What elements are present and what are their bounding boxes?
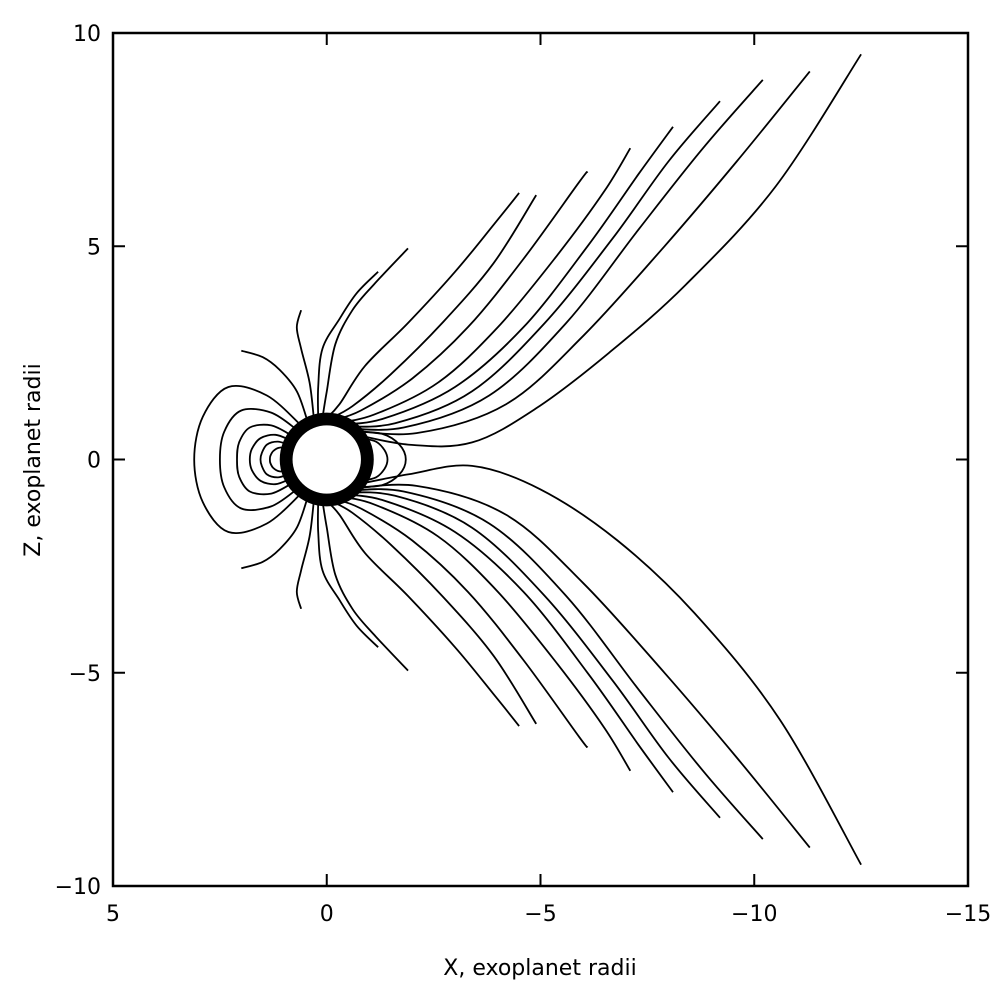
y-tick-label: −5 [69, 662, 101, 687]
field-line [337, 491, 721, 819]
field-line [321, 501, 409, 672]
field-line [330, 171, 589, 422]
field-line [339, 488, 764, 840]
field-line [335, 493, 674, 793]
tick-labels: 5 0 −5 −10 −15 −10 −5 0 5 10 [55, 22, 992, 927]
field-line [316, 500, 379, 648]
y-tick-label: 0 [87, 449, 101, 474]
y-tick-label: −10 [55, 875, 101, 900]
x-tick-label: −5 [524, 902, 556, 927]
field-lines [193, 53, 862, 866]
plot-frame [111, 31, 970, 888]
field-line [295, 499, 315, 610]
exoplanet [279, 412, 374, 507]
field-line [295, 309, 315, 420]
field-line [241, 349, 309, 422]
closed-field-loop [218, 408, 298, 511]
y-tick-label: 5 [87, 235, 101, 260]
x-tick-label: 5 [106, 902, 120, 927]
x-tick-label: 0 [320, 902, 334, 927]
closed-field-loop [268, 446, 287, 473]
field-line [343, 464, 862, 866]
planet-body [292, 425, 361, 494]
field-line [337, 100, 721, 428]
y-tick-label: 10 [73, 22, 101, 47]
field-line [328, 499, 537, 725]
closed-field-loop [360, 437, 389, 482]
field-line [341, 70, 811, 436]
field-line [341, 483, 811, 849]
field-line [325, 192, 520, 420]
field-line [335, 126, 674, 426]
field-line [343, 53, 862, 448]
field-line [241, 497, 309, 570]
field-line [330, 497, 589, 748]
y-axis-label: Z, exoplanet radii [21, 363, 46, 556]
field-line [325, 499, 520, 727]
closed-field-loop [356, 430, 407, 489]
field-line [333, 494, 632, 772]
field-line [316, 271, 379, 419]
closed-field-loop [193, 385, 302, 534]
closed-field-loop [248, 433, 291, 486]
closed-field-loop [236, 423, 294, 496]
field-line [339, 79, 764, 431]
x-tick-label: −15 [945, 902, 991, 927]
x-tick-label: −10 [731, 902, 777, 927]
field-line [321, 247, 409, 418]
field-line [333, 147, 632, 425]
closed-field-loop [259, 440, 289, 479]
x-axis-label: X, exoplanet radii [443, 956, 636, 981]
axis-ticks [112, 32, 969, 887]
field-line [328, 194, 537, 420]
